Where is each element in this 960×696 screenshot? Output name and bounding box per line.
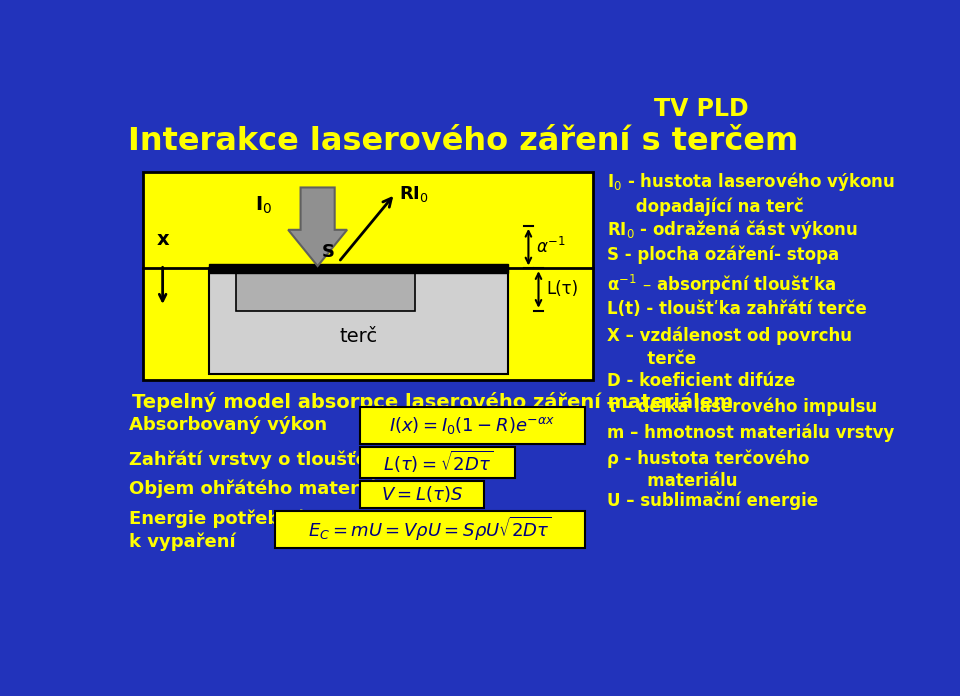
Text: S: S [322,243,334,260]
Text: RI$_0$ - odražená část výkonu: RI$_0$ - odražená část výkonu [607,219,858,242]
Bar [209,269,508,374]
Text: L(τ): L(τ) [546,280,578,299]
Text: Objem ohřátého materiálu: Objem ohřátého materiálu [130,480,396,498]
Text: D - koeficient difúze: D - koeficient difúze [607,372,795,390]
Text: U – sublimační energie: U – sublimační energie [607,491,818,510]
Text: Interakce laserového záření s terčem: Interakce laserového záření s terčem [128,126,798,157]
Text: RI$_0$: RI$_0$ [399,184,429,204]
Text: $V = L(\tau)S$: $V = L(\tau)S$ [381,484,464,505]
Text: I$_0$ - hustota laserového výkonu
     dopadající na terč: I$_0$ - hustota laserového výkonu dopada… [607,170,895,216]
Text: L(t) - tlouštʹka zahřátí terče: L(t) - tlouštʹka zahřátí terče [607,300,867,318]
Bar [360,481,484,508]
Text: Energie potřebná
k vypaření: Energie potřebná k vypaření [130,509,305,551]
Text: Absorbovaný výkon: Absorbovaný výkon [130,416,327,434]
Bar [360,447,516,477]
Text: x: x [156,230,169,249]
Text: α$^{-1}$ – absorpční tlouštʹka: α$^{-1}$ – absorpční tlouštʹka [607,273,836,297]
Text: τ – délka laserového impulsu: τ – délka laserového impulsu [607,397,876,416]
Text: I$_0$: I$_0$ [255,195,273,216]
Text: m – hmotnost materiálu vrstvy: m – hmotnost materiálu vrstvy [607,423,894,441]
Bar [209,264,508,273]
Bar [275,511,585,548]
Bar [236,273,415,310]
Text: Tepelný model absorpce laserového záření materiálem: Tepelný model absorpce laserového záření… [132,392,733,411]
Text: $I(x) = I_0(1-R)e^{-\alpha x}$: $I(x) = I_0(1-R)e^{-\alpha x}$ [390,415,556,436]
Text: S - plocha ozáření- stopa: S - plocha ozáření- stopa [607,245,839,264]
Bar [360,407,585,444]
Bar [143,172,592,380]
Text: ρ - hustota terčového
       materiálu: ρ - hustota terčového materiálu [607,450,809,490]
Text: $L(\tau) = \sqrt{2D\tau}$: $L(\tau) = \sqrt{2D\tau}$ [383,450,492,475]
Text: X – vzdálenost od povrchu
       terče: X – vzdálenost od povrchu terče [607,327,852,367]
Text: terč: terč [339,327,377,346]
Text: $\alpha^{-1}$: $\alpha^{-1}$ [537,237,566,258]
Text: Zahřátí vrstvy o tloušťce: Zahřátí vrstvy o tloušťce [130,450,379,468]
Polygon shape [288,187,348,266]
Text: $E_C = mU = V\rho U = S\rho U\sqrt{2D\tau}$: $E_C = mU = V\rho U = S\rho U\sqrt{2D\ta… [308,515,552,544]
Text: TV PLD: TV PLD [654,97,749,121]
